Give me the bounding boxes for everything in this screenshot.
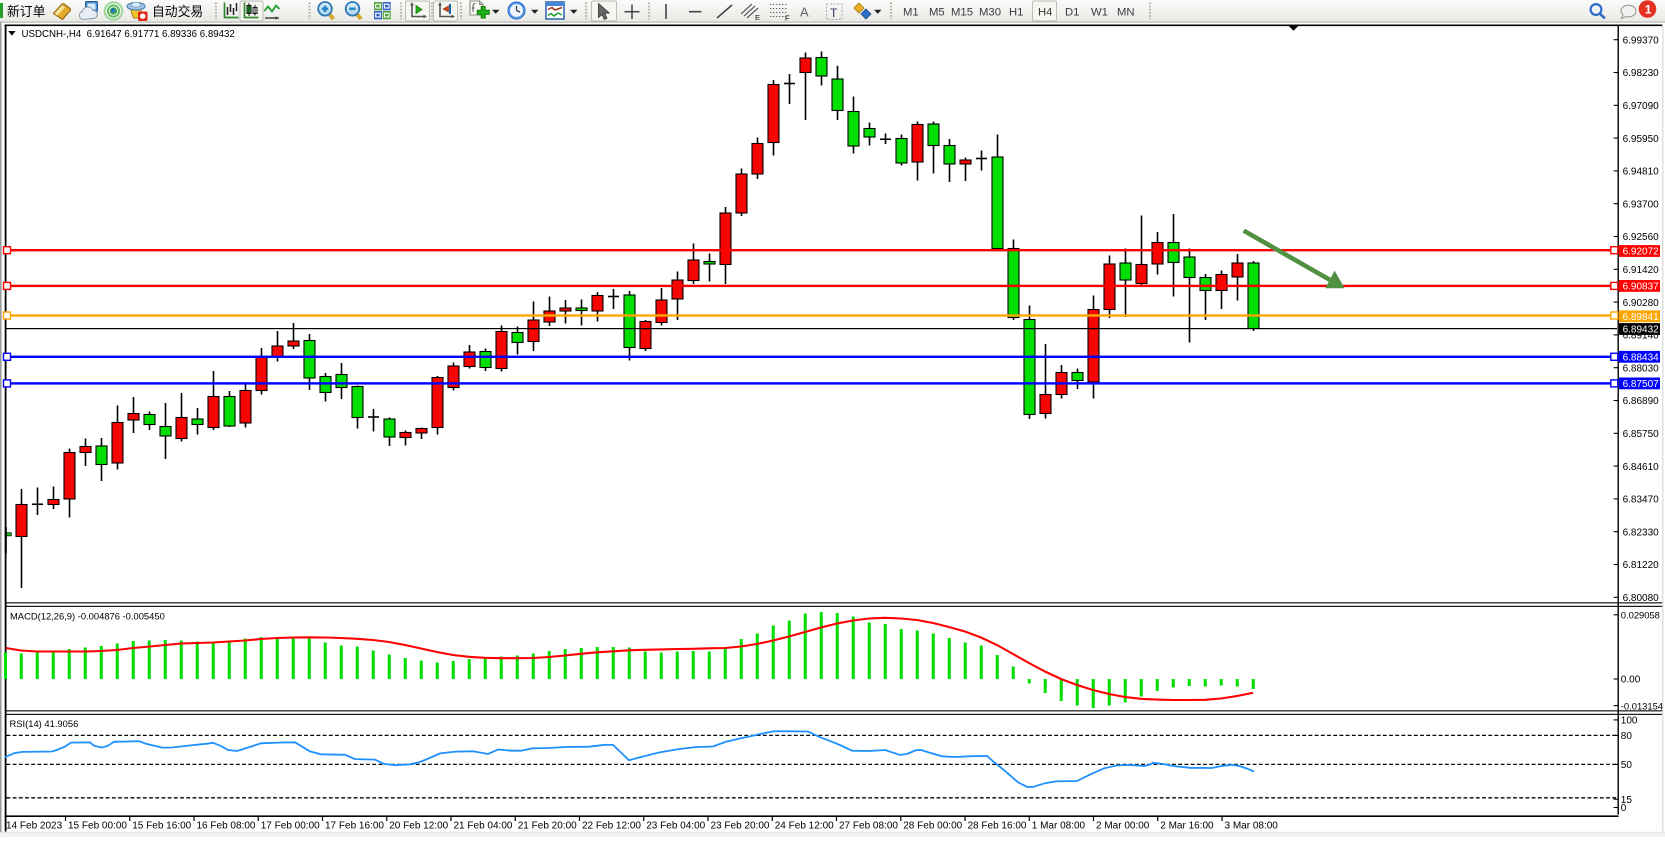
svg-text:6.90280: 6.90280 [1623, 298, 1660, 309]
svg-text:0: 0 [1621, 803, 1627, 814]
svg-text:H1: H1 [1009, 6, 1023, 18]
svg-text:21 Feb 04:00: 21 Feb 04:00 [454, 821, 513, 832]
svg-text:6.92560: 6.92560 [1623, 232, 1660, 243]
svg-text:H4: H4 [1038, 6, 1052, 18]
svg-text:6.88434: 6.88434 [1623, 352, 1660, 363]
svg-text:USDCNH-,H4 6.91647 6.91771 6.: USDCNH-,H4 6.91647 6.91771 6.89336 6.894… [22, 29, 235, 40]
svg-text:17 Feb 16:00: 17 Feb 16:00 [325, 821, 384, 832]
svg-text:6.94810: 6.94810 [1623, 167, 1660, 178]
svg-text:RSI(14) 41.9056: RSI(14) 41.9056 [10, 718, 79, 729]
svg-text:6.89841: 6.89841 [1623, 312, 1660, 323]
svg-text:MN: MN [1117, 6, 1135, 18]
svg-text:自动交易: 自动交易 [152, 4, 203, 19]
svg-text:3 Mar 08:00: 3 Mar 08:00 [1225, 821, 1279, 832]
svg-text:6.87507: 6.87507 [1623, 379, 1660, 390]
svg-text:6.89432: 6.89432 [1623, 325, 1660, 336]
svg-text:M5: M5 [929, 6, 945, 18]
svg-text:6.84610: 6.84610 [1623, 462, 1660, 473]
svg-text:15 Feb 00:00: 15 Feb 00:00 [68, 821, 127, 832]
svg-text:6.98230: 6.98230 [1623, 68, 1660, 79]
svg-text:6.90837: 6.90837 [1623, 282, 1660, 293]
svg-text:1: 1 [1645, 2, 1652, 16]
svg-text:15: 15 [1621, 795, 1633, 806]
svg-text:50: 50 [1621, 760, 1633, 771]
svg-text:F: F [785, 14, 790, 23]
svg-text:6.97090: 6.97090 [1623, 101, 1660, 112]
svg-text:6.82330: 6.82330 [1623, 527, 1660, 538]
svg-text:27 Feb 08:00: 27 Feb 08:00 [839, 821, 898, 832]
svg-text:2 Mar 16:00: 2 Mar 16:00 [1160, 821, 1214, 832]
svg-text:20 Feb 12:00: 20 Feb 12:00 [389, 821, 448, 832]
svg-text:22 Feb 12:00: 22 Feb 12:00 [582, 821, 641, 832]
svg-text:80: 80 [1621, 731, 1633, 742]
svg-text:MACD(12,26,9) -0.004876 -0.005: MACD(12,26,9) -0.004876 -0.005450 [10, 610, 165, 621]
svg-text:A: A [800, 5, 809, 20]
svg-text:2 Mar 00:00: 2 Mar 00:00 [1096, 821, 1150, 832]
svg-text:100: 100 [1621, 716, 1638, 727]
svg-text:M30: M30 [979, 6, 1001, 18]
svg-text:W1: W1 [1091, 6, 1108, 18]
svg-text:15 Feb 16:00: 15 Feb 16:00 [132, 821, 191, 832]
svg-text:0.00: 0.00 [1621, 675, 1641, 686]
svg-text:6.95950: 6.95950 [1623, 134, 1660, 145]
svg-text:6.88030: 6.88030 [1623, 363, 1660, 374]
svg-text:D1: D1 [1065, 6, 1079, 18]
svg-text:T: T [830, 6, 838, 20]
svg-text:6.99370: 6.99370 [1623, 35, 1660, 46]
svg-text:17 Feb 00:00: 17 Feb 00:00 [261, 821, 320, 832]
svg-text:6.86890: 6.86890 [1623, 396, 1660, 407]
svg-text:23 Feb 20:00: 23 Feb 20:00 [711, 821, 770, 832]
svg-text:M15: M15 [951, 6, 973, 18]
svg-text:16 Feb 08:00: 16 Feb 08:00 [197, 821, 256, 832]
svg-text:E: E [755, 13, 760, 22]
svg-text:6.93700: 6.93700 [1623, 199, 1660, 210]
svg-text:M1: M1 [903, 6, 919, 18]
svg-text:24 Feb 12:00: 24 Feb 12:00 [775, 821, 834, 832]
svg-text:28 Feb 00:00: 28 Feb 00:00 [903, 821, 962, 832]
svg-text:-0.013154: -0.013154 [1621, 700, 1663, 711]
svg-text:0.029058: 0.029058 [1621, 610, 1660, 621]
svg-text:新订单: 新订单 [7, 4, 46, 19]
svg-text:6.85750: 6.85750 [1623, 429, 1660, 440]
svg-text:6.81220: 6.81220 [1623, 560, 1660, 571]
svg-text:6.80080: 6.80080 [1623, 593, 1660, 604]
svg-text:21 Feb 20:00: 21 Feb 20:00 [518, 821, 577, 832]
svg-text:6.92072: 6.92072 [1623, 247, 1660, 258]
svg-text:14 Feb 2023: 14 Feb 2023 [6, 821, 63, 832]
svg-text:28 Feb 16:00: 28 Feb 16:00 [968, 821, 1027, 832]
svg-text:23 Feb 04:00: 23 Feb 04:00 [646, 821, 705, 832]
svg-text:1 Mar 08:00: 1 Mar 08:00 [1032, 821, 1086, 832]
svg-text:6.89140: 6.89140 [1623, 331, 1660, 342]
svg-text:6.91420: 6.91420 [1623, 265, 1660, 276]
svg-text:6.83470: 6.83470 [1623, 495, 1660, 506]
